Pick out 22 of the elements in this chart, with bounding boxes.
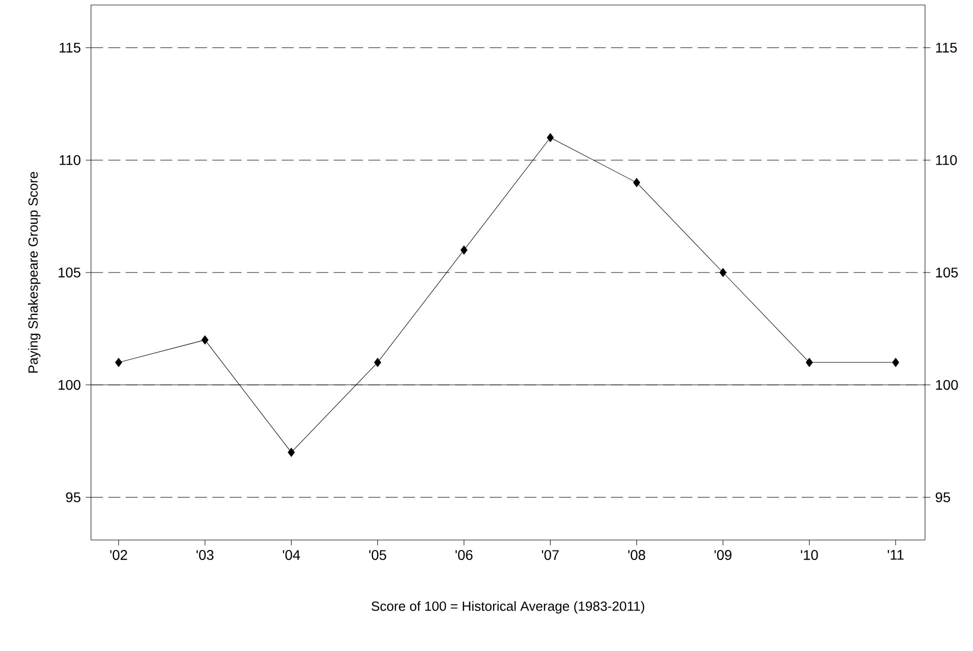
x-tick-label: '11 [888, 550, 904, 560]
y2-tick-label: 95 [936, 492, 950, 502]
y-tick-label: 115 [60, 42, 80, 53]
y2-tick-label: 105 [936, 268, 958, 278]
x-tick-label: '09 [714, 550, 732, 560]
y2-tick-label: 110 [936, 155, 957, 166]
x-tick-label: '10 [800, 550, 818, 560]
x-tick-label: '05 [369, 550, 386, 560]
y2-tick-label: 115 [936, 42, 957, 53]
x-tick-label: '03 [196, 550, 214, 560]
y-axis-title: Paying Shakespeare Group Score [28, 172, 40, 373]
y-tick-label: 100 [58, 380, 80, 390]
x-tick-label: '02 [110, 550, 128, 560]
x-tick-label: '07 [542, 550, 559, 560]
y2-tick-label: 100 [936, 380, 958, 390]
y-tick-label: 105 [58, 268, 80, 278]
x-axis-title: Score of 100 = Historical Average (1983-2011) [372, 601, 644, 614]
x-tick-label: '06 [456, 550, 472, 560]
x-tick-label: '08 [628, 550, 646, 560]
y-tick-label: 110 [60, 155, 80, 166]
x-tick-label: '04 [282, 550, 300, 560]
y-tick-label: 95 [66, 492, 80, 502]
